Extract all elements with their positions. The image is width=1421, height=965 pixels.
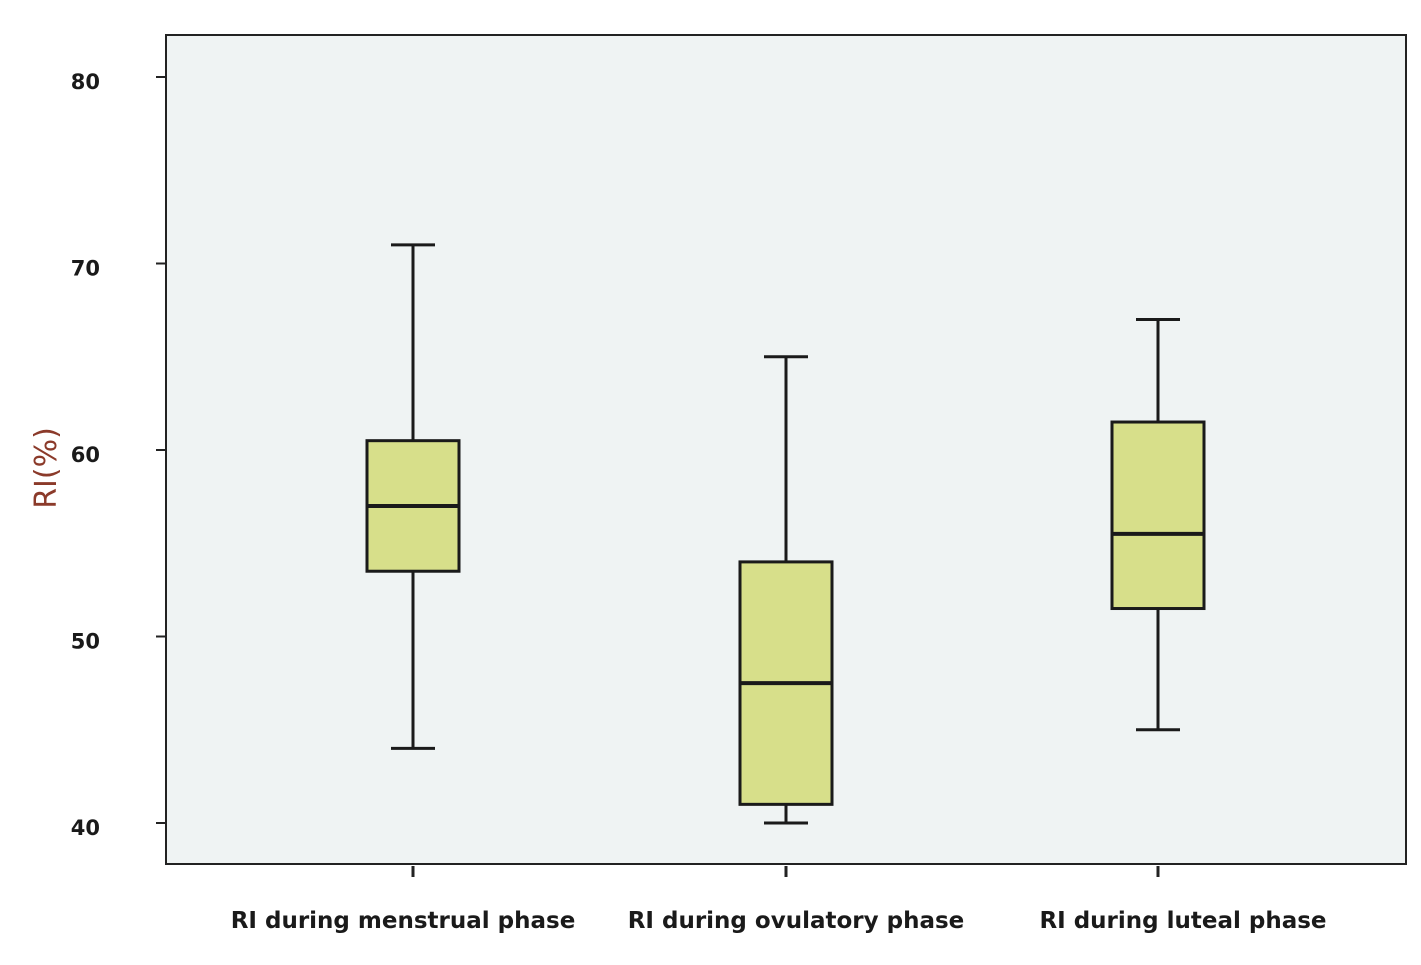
x-category-label: RI during ovulatory phase: [628, 908, 965, 934]
y-tick-label: 70: [71, 257, 100, 281]
y-tick-label: 80: [71, 70, 100, 94]
box-group: RI during luteal phase: [1039, 317, 1327, 934]
x-category-label: RI during luteal phase: [1039, 908, 1326, 934]
box-group: RI during ovulatory phase: [628, 355, 965, 934]
y-tick-label: 60: [71, 443, 100, 467]
x-category-label: RI during menstrual phase: [231, 908, 576, 934]
y-tick-label: 40: [71, 816, 100, 840]
box-iqr: [1110, 420, 1206, 611]
y-axis-title: RI(%): [29, 427, 64, 509]
axes: 40 50 60 70 80: [71, 35, 167, 864]
box-group: RI during menstrual phase: [231, 243, 576, 934]
boxes-layer: RI during menstrual phase RI during ovula…: [231, 243, 1327, 934]
y-tick-label: 50: [71, 630, 100, 654]
